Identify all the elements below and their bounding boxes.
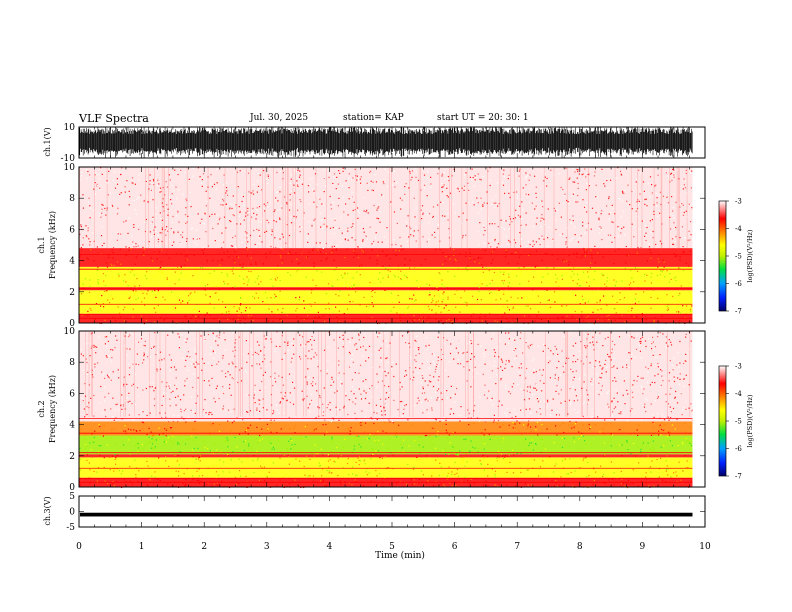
y-tick-label: 6 — [69, 225, 75, 235]
x-axis-label: Time (min) — [375, 550, 425, 561]
y-tick-label: 0 — [69, 483, 75, 493]
y-tick-label: 0 — [69, 319, 75, 329]
x-tick-label: 6 — [452, 542, 458, 552]
y-tick-label: -5 — [66, 523, 75, 533]
x-tick-label: 4 — [327, 542, 333, 552]
y-tick-label: 10 — [64, 123, 76, 133]
axis-ticks — [78, 126, 706, 528]
chart-title: VLF Spectra — [79, 112, 149, 125]
y-tick-label: 2 — [69, 452, 75, 462]
x-tick-label: 1 — [139, 542, 145, 552]
no-data-region — [692, 331, 705, 487]
y-tick-label: 8 — [69, 194, 75, 204]
ch3-waveform-trace — [80, 512, 693, 517]
spectrogram-band — [79, 421, 693, 436]
spectrogram-band — [79, 457, 693, 478]
y-tick-label: 5 — [69, 492, 75, 502]
ch2-ylabel-channel: ch.2 — [37, 400, 46, 417]
ch2-spectrogram-panel — [79, 331, 705, 489]
ch2-ylabel-frequency: Frequency (kHz) — [48, 375, 57, 443]
x-tick-label: 5 — [389, 542, 395, 552]
x-tick-label: 3 — [264, 542, 270, 552]
colorbar-tick-label: -6 — [735, 280, 742, 288]
ch3-waveform-panel — [78, 495, 706, 528]
y-tick-label: 10 — [64, 327, 76, 337]
x-tick-label: 7 — [514, 542, 520, 552]
ch1-spectrogram-panel — [79, 167, 705, 325]
colorbar-tick-label: -5 — [735, 253, 742, 261]
colorbar-label: log(PSD)(V²/Hz) — [746, 229, 754, 282]
colorbar-tick-label: -3 — [735, 198, 742, 206]
x-tick-label: 10 — [699, 542, 711, 552]
y-tick-label: 4 — [69, 257, 75, 267]
start-ut-label: start UT = 20: 30: 1 — [437, 113, 529, 123]
colorbar-tick-label: -7 — [735, 308, 742, 316]
ch3-waveform-ylabel: ch.3(V) — [43, 496, 52, 525]
y-tick-label: -10 — [61, 154, 76, 164]
spectrogram-band — [79, 167, 693, 249]
x-tick-label: 8 — [577, 542, 583, 552]
station-label: station= KAP — [343, 113, 404, 123]
colorbar-tick-label: -6 — [735, 445, 742, 453]
x-tick-label: 9 — [640, 542, 646, 552]
colorbar-label: log(PSD)(V²/Hz) — [746, 394, 754, 447]
y-tick-label: 6 — [69, 389, 75, 399]
y-tick-label: 8 — [69, 358, 75, 368]
spectrogram-band — [79, 454, 693, 458]
spectrogram-band — [79, 290, 693, 314]
x-tick-label: 0 — [76, 542, 82, 552]
y-tick-label: 4 — [69, 421, 75, 431]
colorbar-tick-label: -7 — [735, 473, 742, 481]
ch2-colorbar — [718, 365, 727, 477]
y-tick-label: 2 — [69, 288, 75, 298]
colorbar-tick-label: -3 — [735, 363, 742, 371]
no-data-region — [692, 167, 705, 323]
ch1-ylabel-frequency: Frequency (kHz) — [48, 211, 57, 279]
colorbar-ticks: -3 -4 -5 -6 -7 log(PSD)(V²/Hz) -3 -4 -5 -6 -7 log(P… — [726, 198, 754, 481]
ch3-waveform-band — [80, 512, 693, 517]
ch1-waveform-ylabel: ch.1(V) — [43, 127, 52, 156]
spectrogram-band — [79, 248, 693, 267]
ch1-ylabel-channel: ch.1 — [37, 236, 46, 253]
ch1-colorbar — [718, 200, 727, 312]
date-label: Jul. 30, 2025 — [250, 113, 309, 123]
colorbar-tick-label: -4 — [735, 225, 742, 233]
ch1-waveform-trace — [78, 127, 693, 158]
y-tick-label: 10 — [64, 163, 76, 173]
spectrogram-band — [79, 266, 693, 288]
spectrogram-band — [79, 435, 693, 455]
y-tick-label: 0 — [69, 508, 75, 518]
ch1-waveform-line — [78, 127, 693, 158]
colorbar-tick-label: -5 — [735, 418, 742, 426]
spectrogram-speckle — [79, 167, 694, 325]
x-tick-label: 2 — [201, 542, 207, 552]
colorbar-tick-label: -4 — [735, 390, 742, 398]
